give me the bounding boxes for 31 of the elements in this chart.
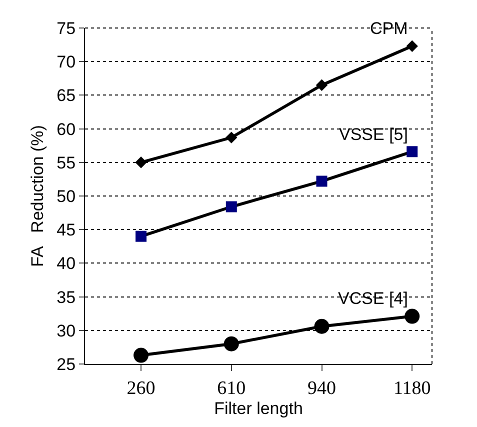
y-tick-label: 45 — [56, 220, 76, 240]
point — [226, 201, 237, 212]
point — [406, 146, 418, 158]
y-tick-label: 55 — [56, 153, 76, 172]
y-tick-label: 75 — [56, 18, 76, 38]
point — [406, 40, 418, 52]
y-tick-label: 50 — [56, 186, 76, 206]
x-axis-title: Filter length — [214, 399, 303, 418]
point — [224, 336, 239, 352]
x-tick-label: 940 — [308, 378, 336, 399]
point — [314, 318, 330, 334]
point — [136, 230, 147, 242]
y-axis-title: FA Reduction (%) — [28, 125, 48, 267]
y-tick-label: 70 — [56, 52, 76, 72]
x-tick-label: 610 — [217, 378, 246, 399]
y-tick-label: 65 — [56, 86, 76, 106]
x-tick-label: 1180 — [393, 378, 431, 399]
y-tick-label: 25 — [56, 354, 76, 374]
point — [404, 308, 420, 324]
point — [316, 79, 328, 91]
y-tick-label: 30 — [56, 321, 76, 340]
point — [226, 132, 238, 144]
point — [134, 348, 149, 363]
y-tick-label: 40 — [56, 254, 76, 274]
series-label: VCSE [4] — [338, 289, 408, 308]
point — [316, 176, 328, 187]
point — [135, 156, 147, 168]
series-label: CPM — [370, 19, 408, 38]
x-tick-label: 260 — [126, 378, 156, 399]
y-tick-label: 60 — [56, 120, 76, 139]
y-tick-label: 35 — [56, 288, 76, 307]
